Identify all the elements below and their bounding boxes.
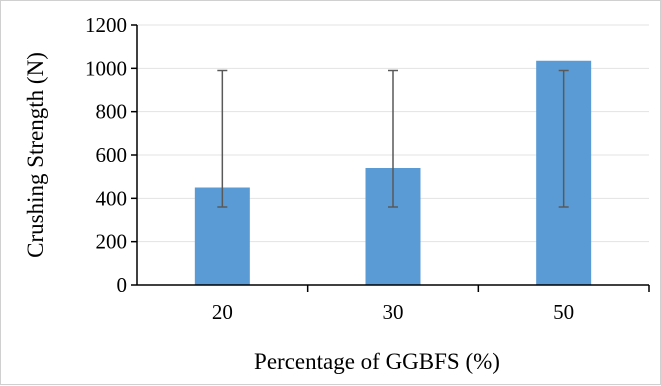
x-tick-labels: 20 30 50 [212,300,574,324]
y-tick-label: 800 [96,100,128,124]
y-tick-label: 0 [117,273,128,297]
error-bars [217,69,650,292]
axes [136,25,649,286]
y-tick-label: 400 [96,186,128,210]
y-tick-labels: 0 200 400 600 800 1000 1200 [85,13,127,297]
y-tick-label: 200 [96,230,128,254]
x-tick-label: 50 [553,300,574,324]
y-tick-label: 1000 [85,56,127,80]
x-axis-title: Percentage of GGBFS (%) [254,349,500,374]
x-tick-label: 30 [383,300,404,324]
y-tick-label: 1200 [85,13,127,37]
y-axis-title: Crushing Strength (N) [23,52,48,258]
y-tick-label: 600 [96,143,128,167]
x-tick-label: 20 [212,300,233,324]
